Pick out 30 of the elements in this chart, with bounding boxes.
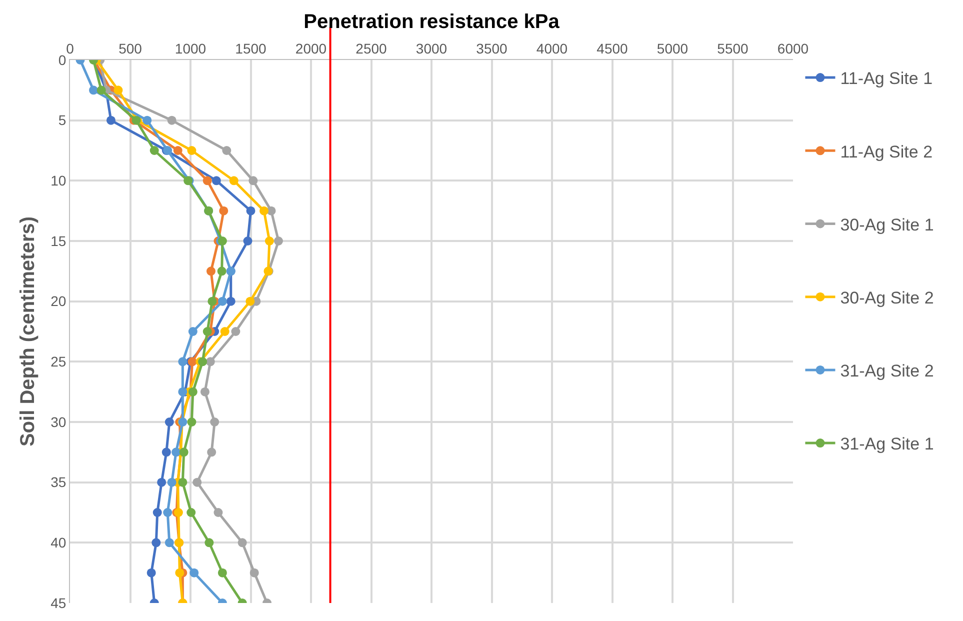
legend-label: 31-Ag Site 1 xyxy=(840,434,934,454)
x-tick-label: 5500 xyxy=(717,40,749,56)
legend-label: 30-Ag Site 1 xyxy=(840,215,934,234)
x-tick-label: 500 xyxy=(118,40,142,56)
x-tick-label: 5000 xyxy=(656,40,688,56)
y-tick-label: 5 xyxy=(58,112,66,128)
y-tick-label: 25 xyxy=(50,354,66,370)
x-tick-label: 4500 xyxy=(596,40,628,56)
legend-label: 11-Ag Site 2 xyxy=(840,142,933,162)
legend-label: 30-Ag Site 2 xyxy=(840,288,934,308)
y-tick-label: 20 xyxy=(50,293,66,310)
x-tick-label: 3500 xyxy=(476,40,508,56)
x-tick-label: 2500 xyxy=(356,40,388,56)
legend-label: 31-Ag Site 2 xyxy=(840,362,934,381)
y-tick-label: 30 xyxy=(50,414,66,430)
y-tick-label: 40 xyxy=(50,534,66,551)
y-tick-label: 10 xyxy=(50,172,66,189)
x-tick-label: 4000 xyxy=(536,40,568,56)
y-tick-label: 35 xyxy=(50,474,66,490)
y-tick-label: 45 xyxy=(50,594,66,611)
x-tick-label: 1500 xyxy=(235,40,267,56)
y-tick-label: 0 xyxy=(58,52,66,68)
x-tick-label: 3000 xyxy=(416,40,448,56)
x-tick-label: 1000 xyxy=(174,40,206,56)
y-axis-title: Soil Depth (centimeters) xyxy=(17,216,40,447)
x-axis-title: Penetration resistance kPa xyxy=(304,10,560,33)
y-tick-label: 15 xyxy=(50,232,66,249)
legend-label: 11-Ag Site 1 xyxy=(840,69,933,88)
x-tick-label: 2000 xyxy=(295,40,327,56)
x-tick-label: 6000 xyxy=(777,40,809,56)
